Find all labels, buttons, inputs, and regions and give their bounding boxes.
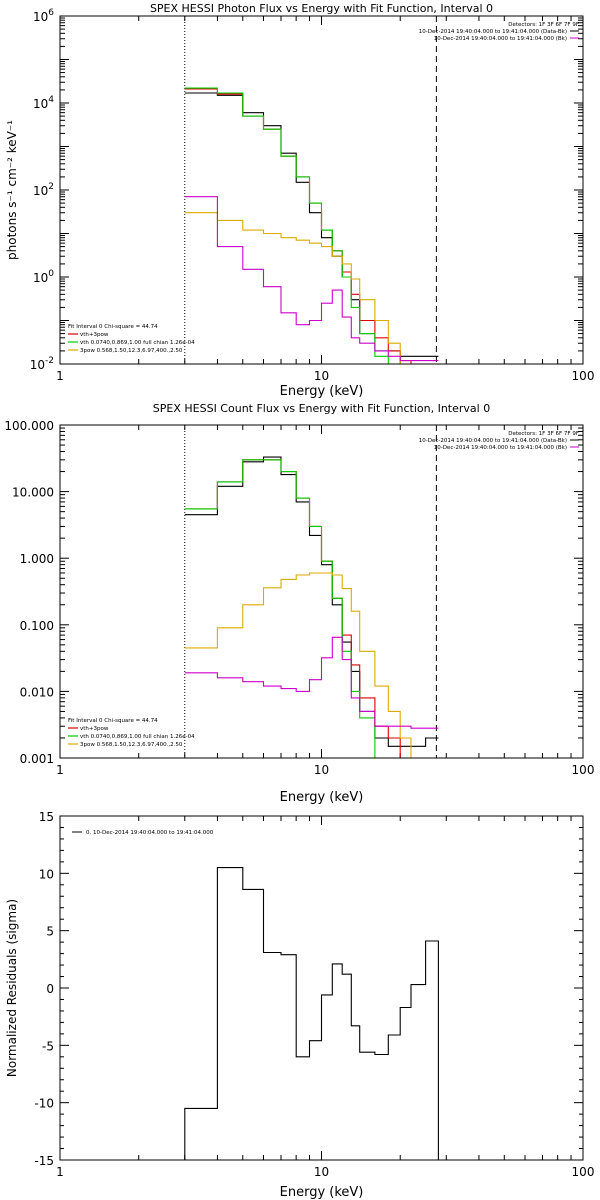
series-group (184, 867, 439, 1160)
series-line-5 (184, 196, 439, 362)
y-tick-label: 106 (33, 8, 54, 24)
x-axis-label: Energy (keV) (280, 384, 364, 399)
chart-title: SPEX HESSI Count Flux vs Energy with Fit… (153, 402, 490, 415)
y-tick-label: -10 (34, 1097, 54, 1111)
x-tick-label: 10 (314, 1165, 329, 1179)
y-tick-label: 0.001 (20, 752, 54, 766)
y-tick-label: 5 (46, 925, 54, 939)
y-tick-label: 10 (39, 867, 54, 881)
series-line-4 (184, 572, 439, 758)
x-axis-ticks (59, 816, 572, 1160)
chart-2: SPEX HESSI Count Flux vs Energy with Fit… (4, 402, 594, 805)
y-tick-label: 102 (33, 182, 54, 198)
y-tick-label: 1.000 (20, 552, 54, 566)
series-line-1 (184, 867, 439, 1160)
plot-frame (59, 15, 584, 365)
y-tick-label: 15 (39, 810, 54, 824)
legend-bottom: Fit Interval 0 Chi-square = 44.74 vth+3po… (68, 324, 195, 354)
y-axis-ticks (60, 427, 583, 759)
y-tick-label: 0 (46, 982, 54, 996)
y-tick-label: 100 (33, 269, 54, 285)
legend-entry: vth+3pow (80, 726, 109, 732)
x-tick-label: 1 (56, 763, 64, 777)
x-axis-label: Energy (keV) (280, 790, 364, 805)
legend-entry: Detectors: 1F 3F 6F 7F 9F (508, 22, 579, 28)
series-line-4 (184, 212, 439, 364)
x-tick-label: 100 (572, 369, 595, 383)
x-tick-label: 1 (56, 1165, 64, 1179)
series-group (184, 87, 439, 364)
legend-entry: 10-Dec-2014 19:40:04.000 to 19:41:04.000… (419, 29, 567, 35)
x-tick-label: 100 (572, 763, 595, 777)
y-tick-label: 0.100 (20, 619, 54, 633)
legend-entry: 10-Dec-2014 19:40:04.000 to 19:41:04.000… (434, 36, 567, 42)
x-tick-label: 10 (314, 369, 329, 383)
y-tick-label: 100.000 (4, 419, 54, 433)
y-tick-label: -5 (42, 1039, 54, 1053)
plot-frame (59, 815, 584, 1161)
chart-1: SPEX HESSI Photon Flux vs Energy with Fi… (5, 2, 594, 399)
legend-entry: 10-Dec-2014 19:40:04.000 to 19:41:04.000… (434, 445, 567, 451)
legend-entry: 3pow 0.568,1.50,12.3,6.97,400.,2.50 (80, 742, 183, 748)
y-tick-label: 10-2 (30, 356, 54, 372)
y-axis-ticks (60, 17, 583, 365)
x-axis-label: Energy (keV) (280, 1185, 364, 1200)
y-tick-label: -15 (34, 1154, 54, 1168)
x-axis-ticks (59, 16, 572, 364)
y-tick-label: 10.000 (12, 486, 54, 500)
x-tick-label: 10 (314, 763, 329, 777)
legend-entry: Fit Interval 0 Chi-square = 44.74 (68, 324, 158, 330)
x-tick-label: 1 (56, 369, 64, 383)
chart-3: 1 10 100 -15 -10 -5 0 5 10 15 Energy (keV) Normaliz… (5, 810, 594, 1200)
y-axis-label: photons s⁻¹ cm⁻² keV⁻¹ (5, 120, 19, 260)
chart-title: SPEX HESSI Photon Flux vs Energy with Fi… (150, 2, 493, 15)
legend-entry: vth+3pow (80, 332, 109, 338)
legend-entry: 3pow 0.568,1.50,12.3,6.97,400.,2.50 (80, 348, 183, 354)
legend-entry: 10-Dec-2014 19:40:04.000 to 19:41:04.000… (419, 438, 567, 444)
legend-entry: Fit Interval 0 Chi-square = 44.74 (68, 718, 158, 724)
series-line-5 (184, 636, 439, 729)
legend-bottom: Fit Interval 0 Chi-square = 44.74 vth+3po… (68, 718, 195, 748)
series-group (184, 456, 439, 758)
x-tick-label: 100 (572, 1165, 595, 1179)
y-axis-label: Normalized Residuals (sigma) (5, 899, 19, 1077)
plot-frame (59, 424, 584, 759)
legend-entry: 0. 10-Dec-2014 19:40:04.000 to 19:41:04.… (86, 830, 214, 836)
legend-entry: Detectors: 1F 3F 6F 7F 9F (508, 431, 579, 437)
series-line-3 (184, 459, 439, 758)
legend-entry: vth 0.0740,0.869,1.00 full chian 1.26e-0… (80, 734, 195, 740)
legend-top: 0. 10-Dec-2014 19:40:04.000 to 19:41:04.… (72, 830, 214, 836)
legend-entry: vth 0.0740,0.869,1.00 full chian 1.26e-0… (80, 340, 195, 346)
y-axis-ticks (60, 815, 583, 1161)
y-tick-label: 0.010 (20, 685, 54, 699)
y-tick-label: 104 (33, 95, 54, 111)
